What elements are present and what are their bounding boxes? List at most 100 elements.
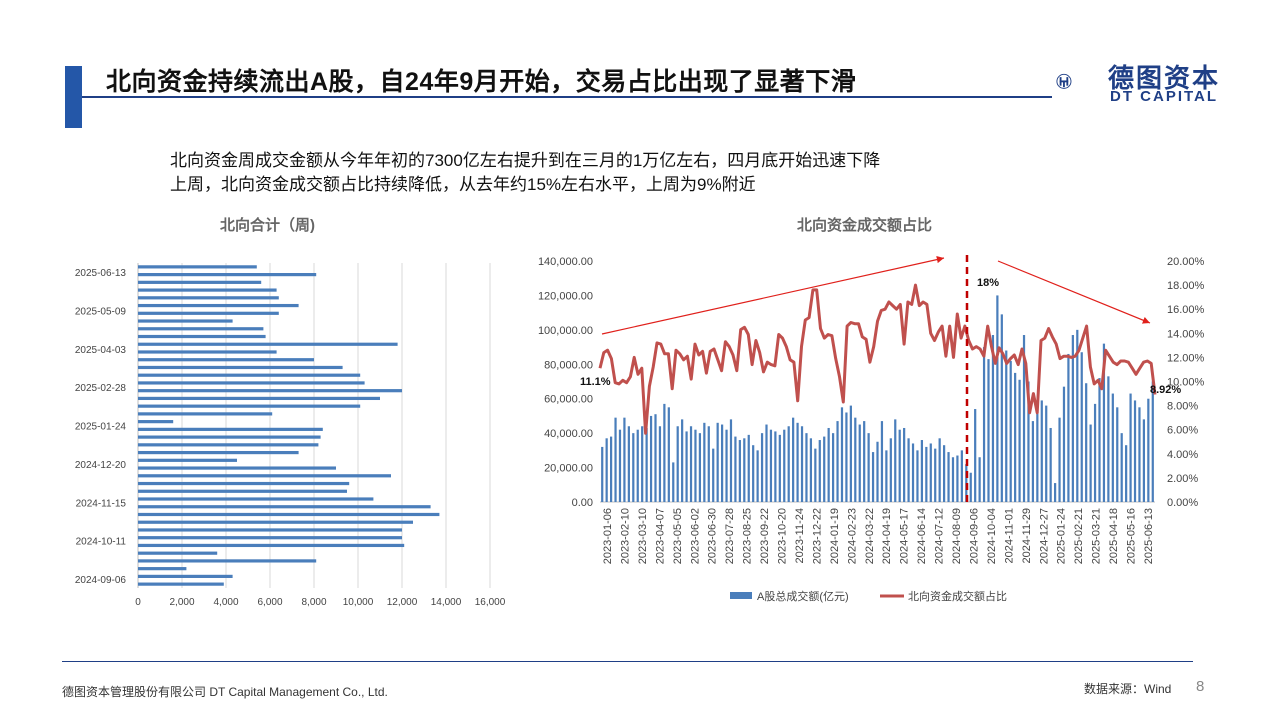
volume-bar [800, 426, 804, 502]
volume-bar [885, 450, 888, 502]
volume-bar [911, 443, 915, 502]
bar [138, 567, 187, 571]
volume-bar [1080, 352, 1083, 502]
volume-bar [974, 409, 977, 502]
x-tick-label: 2024-06-14 [916, 508, 928, 564]
volume-bar [925, 446, 928, 502]
volume-bar [787, 426, 790, 502]
bar [138, 474, 391, 478]
x-tick-label: 2023-01-06 [602, 508, 614, 564]
y-tick-label: 2025-05-09 [75, 306, 127, 317]
volume-bar [703, 422, 706, 502]
volume-bar [831, 433, 835, 502]
x-tick-label: 2023-02-10 [619, 508, 631, 564]
volume-bar [681, 419, 684, 502]
y-tick-label: 2025-06-13 [75, 268, 127, 279]
bar [138, 342, 398, 346]
volume-bar [827, 427, 830, 502]
volume-bar [1014, 372, 1017, 502]
x-tick-label: 2023-11-24 [794, 508, 806, 563]
bar [138, 358, 314, 362]
volume-bar [676, 426, 679, 502]
y-right-tick-label: 16.00% [1167, 304, 1205, 316]
volume-bar [805, 433, 808, 502]
volume-bar [1151, 381, 1154, 502]
bar [138, 443, 319, 447]
bar [138, 543, 405, 548]
y-right-tick-label: 18.00% [1167, 280, 1205, 292]
x-tick-label: 12,000 [387, 597, 418, 608]
volume-bar [814, 448, 817, 502]
volume-bar [707, 426, 710, 502]
y-right-tick-label: 4.00% [1167, 449, 1198, 461]
page-number: 8 [1196, 678, 1205, 695]
volume-bar [938, 438, 941, 502]
x-tick-label: 2025-06-13 [1143, 508, 1155, 564]
x-tick-label: 2025-01-24 [1056, 508, 1068, 564]
bar [138, 280, 262, 284]
x-tick-label: 2023-10-20 [777, 508, 789, 564]
volume-bar [1111, 393, 1114, 502]
bar [138, 481, 350, 486]
bar [138, 497, 374, 501]
volume-bar [614, 417, 617, 502]
bar [138, 311, 279, 315]
summary-line-2: 上周，北向资金成交额占比持续降低，从去年约15%左右水平，上周为9%附近 [170, 175, 756, 194]
y-left-tick-label: 120,000.00 [538, 290, 593, 302]
x-tick-label: 2025-02-21 [1073, 508, 1085, 564]
volume-bar [1053, 483, 1057, 502]
volume-bar [1147, 398, 1150, 502]
footer-source: 数据来源：Wind [1084, 682, 1172, 696]
volume-bar [1018, 379, 1021, 502]
volume-bar [1116, 407, 1119, 502]
volume-bar [1049, 427, 1052, 502]
x-tick-label: 2024-05-17 [899, 508, 911, 564]
volume-bar [1022, 335, 1026, 502]
y-left-tick-label: 20,000.00 [544, 463, 593, 475]
volume-bar [1093, 403, 1097, 502]
volume-bar [1089, 424, 1092, 502]
bar [138, 412, 273, 416]
x-tick-label: 2024-12-27 [1038, 508, 1050, 564]
volume-bar [934, 448, 937, 502]
y-tick-label: 2025-04-03 [75, 345, 127, 356]
bar [138, 334, 266, 339]
volume-bar [694, 429, 697, 502]
bar [138, 303, 299, 308]
volume-bar [1062, 386, 1066, 502]
y-left-tick-label: 140,000.00 [538, 256, 593, 268]
volume-bar [978, 457, 981, 502]
bar [138, 528, 402, 532]
volume-bar [720, 424, 724, 502]
y-right-tick-label: 12.00% [1167, 352, 1205, 364]
volume-bar [849, 405, 852, 502]
data-label-start: 11.1% [580, 376, 611, 388]
volume-bar [623, 417, 626, 502]
volume-bar [667, 407, 670, 502]
legend-label-line: 北向资金成交额占比 [908, 589, 1007, 603]
footer-company: 德图资本管理股份有限公司 DT Capital Management Co., … [62, 685, 388, 699]
volume-bar [947, 452, 950, 502]
title-divider [82, 96, 1052, 98]
bar [138, 404, 361, 408]
volume-bar [809, 438, 813, 502]
volume-bar [747, 434, 750, 502]
bar [138, 373, 361, 377]
volume-bar [645, 427, 648, 502]
volume-bar [818, 440, 821, 502]
volume-bar [942, 445, 946, 502]
y-left-tick-label: 100,000.00 [538, 325, 593, 337]
y-left-tick-label: 80,000.00 [544, 359, 593, 371]
volume-bar [836, 421, 839, 502]
volume-bar [920, 440, 924, 502]
bar [138, 265, 257, 269]
volume-bar [601, 446, 604, 502]
volume-bar [991, 335, 995, 502]
bar [138, 551, 218, 555]
bar [138, 559, 317, 563]
volume-bar [929, 443, 932, 502]
volume-bar [609, 436, 613, 502]
volume-bar [743, 438, 746, 502]
volume-bar [1000, 314, 1003, 502]
volume-bar [689, 426, 693, 502]
